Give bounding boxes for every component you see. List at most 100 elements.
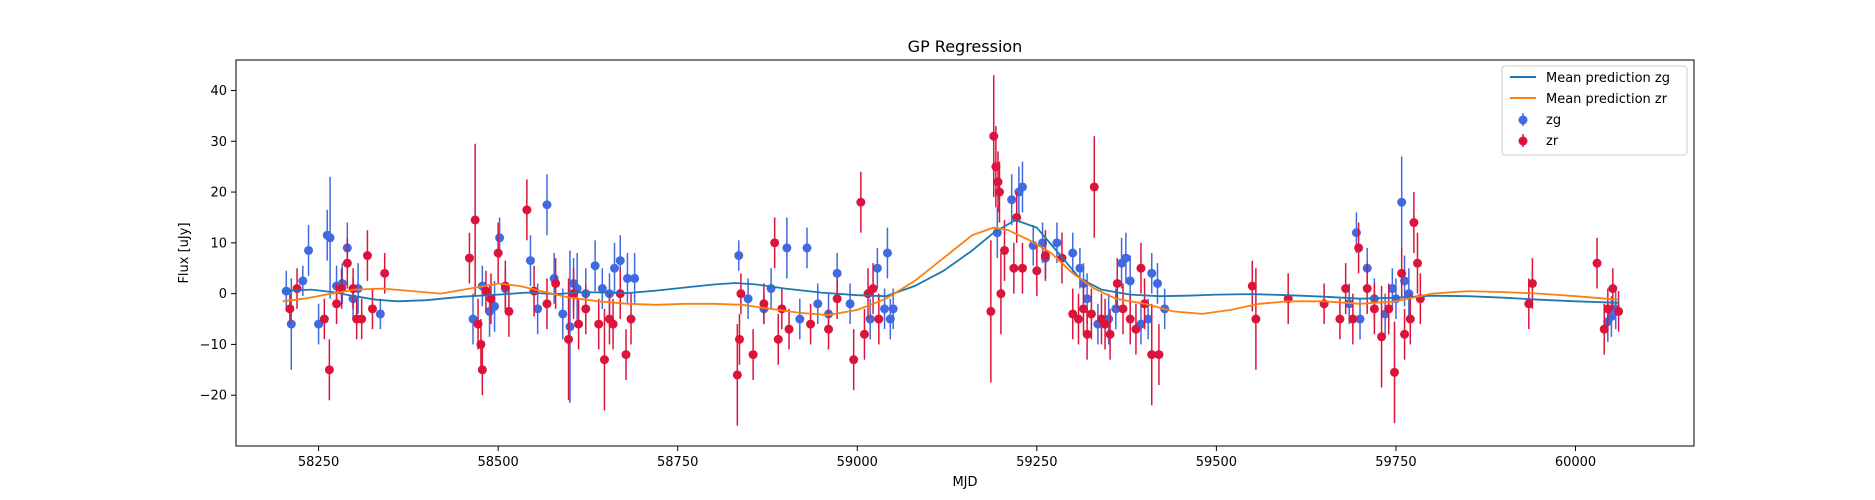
point-zr-13 [464, 253, 474, 263]
point-zr-40 [736, 289, 746, 299]
point-zr-30 [581, 304, 591, 314]
point-zr-73 [1086, 309, 1096, 319]
x-tick-label-59500: 59500 [1196, 455, 1237, 470]
point-zr-84 [1147, 350, 1157, 360]
point-zr-65 [1017, 263, 1027, 273]
point-zr-90 [1335, 314, 1345, 324]
point-zr-77 [1105, 329, 1115, 339]
point-zr-111 [1614, 306, 1624, 316]
point-zr-67 [1040, 251, 1050, 261]
point-zr-34 [608, 319, 618, 329]
point-zr-39 [734, 334, 744, 344]
point-zr-42 [759, 299, 769, 309]
y-tick-label-40: 40 [210, 84, 227, 99]
legend-label-zr-line: Mean prediction zr [1546, 92, 1668, 107]
point-zr-38 [732, 370, 742, 380]
point-zr-85 [1154, 350, 1164, 360]
point-zg-47 [872, 263, 882, 273]
point-zr-12 [380, 268, 390, 278]
point-zr-52 [859, 329, 869, 339]
point-zg-20 [533, 304, 543, 314]
series-line-mean-prediction-zg [282, 219, 1619, 304]
point-zr-32 [599, 355, 609, 365]
plot-area [235, 59, 1695, 447]
point-zr-56 [986, 306, 996, 316]
point-zg-61 [1075, 263, 1085, 273]
point-zr-18 [481, 286, 491, 296]
point-zg-81 [1387, 284, 1397, 294]
point-zg-12 [375, 309, 385, 319]
x-tick-label-58250: 58250 [298, 455, 339, 470]
point-zr-98 [1389, 367, 1399, 377]
point-zg-45 [845, 299, 855, 309]
x-tick-label-59250: 59250 [1016, 455, 1057, 470]
point-zg-41 [802, 243, 812, 253]
point-zg-24 [565, 322, 575, 332]
legend-label-zr: zr [1546, 134, 1559, 149]
point-zr-80 [1125, 314, 1135, 324]
point-zg-55 [1017, 182, 1027, 192]
legend-label-zg: zg [1546, 113, 1561, 128]
point-zg-72 [1147, 268, 1157, 278]
point-zg-31 [610, 263, 620, 273]
point-zg-46 [865, 314, 875, 324]
point-zg-77 [1355, 314, 1365, 324]
legend-swatch-zg-marker [1518, 115, 1528, 125]
y-tick-label--20: −20 [200, 389, 227, 404]
point-zr-103 [1412, 258, 1422, 268]
point-zg-52 [992, 228, 1002, 238]
point-zr-86 [1247, 281, 1257, 291]
point-zr-79 [1118, 304, 1128, 314]
point-zg-23 [558, 309, 568, 319]
point-zg-85 [1404, 289, 1414, 299]
point-zg-49 [882, 248, 892, 258]
point-zr-48 [824, 324, 834, 334]
point-zr-26 [551, 278, 561, 288]
point-zg-21 [542, 200, 552, 210]
point-zr-101 [1405, 314, 1415, 324]
point-zg-66 [1111, 304, 1121, 314]
point-zg-2 [298, 276, 308, 286]
point-zr-43 [770, 238, 780, 248]
point-zg-6 [325, 233, 335, 243]
point-zr-11 [367, 304, 377, 314]
point-zr-82 [1136, 263, 1146, 273]
point-zr-72 [1082, 329, 1092, 339]
point-zr-78 [1112, 278, 1122, 288]
point-zr-9 [357, 314, 367, 324]
point-zr-100 [1400, 329, 1410, 339]
point-zr-6 [342, 258, 352, 268]
x-axis-label: MJD [952, 475, 977, 490]
chart-title: GP Regression [908, 37, 1023, 56]
point-zr-17 [477, 365, 487, 375]
point-zg-63 [1082, 294, 1092, 304]
point-zg-73 [1152, 278, 1162, 288]
y-tick-label-20: 20 [210, 186, 227, 201]
point-zr-95 [1369, 304, 1379, 314]
point-zg-19 [525, 256, 535, 266]
point-zr-70 [1073, 314, 1083, 324]
point-zr-61 [996, 289, 1006, 299]
point-zg-87 [1606, 311, 1616, 321]
point-zg-48 [880, 304, 890, 314]
x-tick-label-60000: 60000 [1555, 455, 1596, 470]
x-tick-label-59750: 59750 [1375, 455, 1416, 470]
point-zr-54 [868, 284, 878, 294]
plot-frame [235, 59, 1695, 447]
point-zr-99 [1397, 268, 1407, 278]
point-zr-46 [784, 324, 794, 334]
point-zg-51 [888, 304, 898, 314]
point-zr-81 [1131, 324, 1141, 334]
point-zg-33 [622, 273, 632, 283]
point-zr-87 [1251, 314, 1261, 324]
point-zr-94 [1362, 284, 1372, 294]
point-zr-36 [621, 350, 631, 360]
point-zr-102 [1409, 218, 1419, 228]
point-zg-42 [813, 299, 823, 309]
point-zg-76 [1351, 228, 1361, 238]
point-zr-2 [319, 314, 329, 324]
legend-label-zg-line: Mean prediction zg [1546, 71, 1670, 86]
point-zr-1 [292, 284, 302, 294]
point-zr-110 [1608, 284, 1618, 294]
